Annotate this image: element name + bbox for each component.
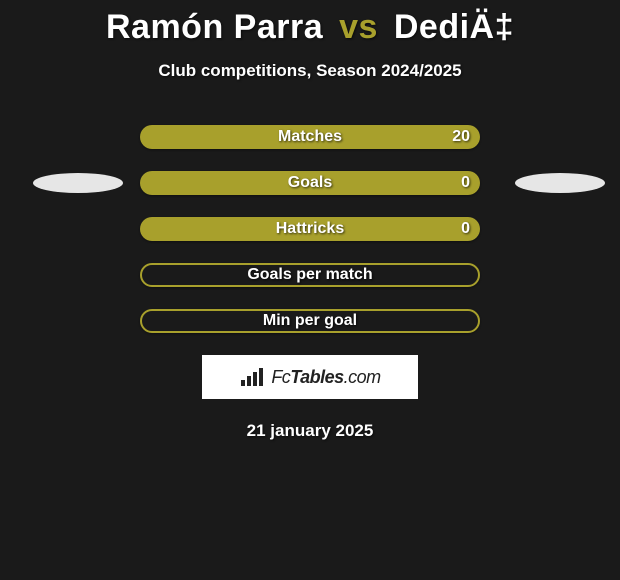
stat-row-min-per-goal: Min per goal (0, 309, 620, 333)
stat-row-goals-per-match: Goals per match (0, 263, 620, 287)
logo-text: FcTables.com (271, 367, 380, 388)
logo-prefix: Fc (271, 367, 290, 387)
stat-bar: Min per goal (140, 309, 480, 333)
stats-rows: Matches 20 Goals 0 Hattricks 0 Goal (0, 125, 620, 333)
stat-bar: Goals 0 (140, 171, 480, 195)
stat-bar: Hattricks 0 (140, 217, 480, 241)
bars-icon (239, 366, 265, 388)
stat-bar: Matches 20 (140, 125, 480, 149)
stat-label: Goals (288, 174, 332, 192)
stat-label: Hattricks (276, 220, 344, 238)
stat-label: Min per goal (263, 312, 357, 330)
player1-oval (33, 173, 123, 193)
stat-label: Matches (278, 128, 342, 146)
fctables-logo: FcTables.com (202, 355, 418, 399)
comparison-infographic: Ramón Parra vs DediÄ‡ Club competitions,… (0, 0, 620, 441)
page-title: Ramón Parra vs DediÄ‡ (106, 8, 514, 47)
player1-name: Ramón Parra (106, 8, 323, 46)
date-label: 21 january 2025 (247, 421, 374, 441)
stat-row-hattricks: Hattricks 0 (0, 217, 620, 241)
stat-row-matches: Matches 20 (0, 125, 620, 149)
subtitle: Club competitions, Season 2024/2025 (158, 61, 461, 81)
stat-row-goals: Goals 0 (0, 171, 620, 195)
stat-value: 20 (452, 128, 470, 146)
player2-name: DediÄ‡ (394, 8, 514, 46)
stat-value: 0 (461, 174, 470, 192)
stat-value: 0 (461, 220, 470, 238)
logo-main: Tables (290, 367, 343, 387)
logo-suffix: .com (344, 367, 381, 387)
vs-label: vs (339, 8, 378, 46)
player2-oval (515, 173, 605, 193)
stat-label: Goals per match (247, 266, 372, 284)
stat-bar: Goals per match (140, 263, 480, 287)
